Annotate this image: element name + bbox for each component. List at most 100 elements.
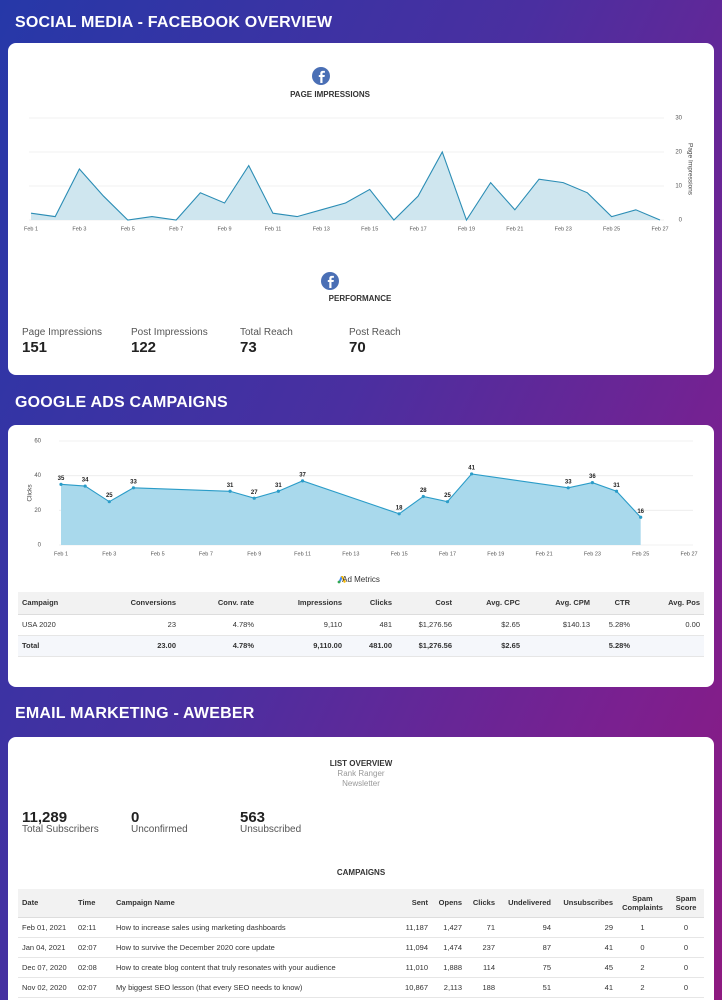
metric-value: 0 (131, 809, 140, 826)
point (276, 489, 280, 493)
y-tick-label: 10 (675, 184, 682, 190)
table-cell: Dec 07, 2020 (18, 957, 74, 978)
table-cell: 29 (555, 917, 617, 938)
data-label: 35 (58, 476, 65, 482)
data-label: 37 (299, 472, 306, 478)
column-header: Opens (432, 889, 466, 918)
point (397, 512, 401, 516)
metric-label: Post Impressions (131, 327, 208, 338)
table-row: Feb 01, 2021 02:11 How to increase sales u… (18, 917, 704, 938)
table-cell: 9,110.00 (258, 635, 346, 657)
point (131, 486, 136, 490)
data-label: 36 (589, 474, 596, 480)
data-label: 28 (420, 488, 427, 494)
x-tick-label: Feb 1 (24, 226, 38, 232)
table-cell: 1,427 (432, 917, 466, 938)
metric-label: Unsubscribed (240, 824, 302, 835)
table-cell: 10,867 (385, 977, 432, 998)
table-cell: 237 (466, 937, 499, 958)
column-header: CTR (594, 592, 634, 615)
table-cell: 0 (668, 917, 704, 938)
table-cell: 75 (499, 957, 555, 978)
x-tick-label: Feb 17 (410, 226, 427, 232)
point (566, 486, 570, 490)
data-label: 31 (613, 483, 620, 489)
x-tick-label: Feb 3 (102, 551, 116, 557)
list-account: Rank Ranger (337, 769, 385, 778)
table-cell: USA 2020 (18, 614, 108, 636)
table-cell: Nov 02, 2020 (18, 977, 74, 998)
column-header: Time (74, 889, 112, 918)
table-cell: $1,276.56 (396, 635, 456, 657)
table-cell: 481 (346, 614, 396, 636)
column-header: Campaign Name (112, 889, 385, 918)
table-cell: 11,094 (385, 937, 432, 958)
table-cell: 02:11 (74, 917, 112, 938)
metric-value: 122 (131, 339, 157, 356)
point (228, 489, 232, 493)
y-tick-label: 20 (34, 508, 41, 514)
x-tick-label: Feb 19 (487, 551, 504, 557)
table-row: USA 2020 23 4.78% 9,110 481 $1,276.56 $2.65 $14… (18, 614, 704, 636)
data-label: 31 (227, 483, 234, 489)
table-title: CAMPAIGNS (336, 868, 386, 877)
table-cell: 41 (555, 977, 617, 998)
x-tick-label: Feb 15 (391, 551, 408, 557)
header-row: Date Time Campaign Name Sent Opens Clicks Unde… (18, 889, 704, 918)
column-header: Conversions (108, 592, 180, 615)
area (61, 473, 641, 545)
area (31, 152, 660, 220)
ads-icon (337, 576, 346, 584)
data-label: 33 (565, 479, 572, 485)
x-tick-label: Feb 5 (121, 226, 135, 232)
table-row: Total 23.00 4.78% 9,110.00 481.00 $1,276.56 $2… (18, 635, 704, 657)
column-header: Avg. CPM (524, 592, 594, 615)
table-cell: 02:08 (74, 957, 112, 978)
table-cell: 2 (617, 977, 668, 998)
data-label: 27 (251, 490, 258, 496)
metric-label: Unconfirmed (131, 824, 188, 835)
table-cell: 02:07 (74, 937, 112, 958)
table-cell: 1,474 (432, 937, 466, 958)
y-axis-label: Page Impressions (686, 143, 693, 196)
point (107, 500, 111, 504)
section-subtitle: PERFORMANCE (329, 294, 392, 303)
list-name: Newsletter (342, 779, 380, 788)
metric-value: 70 (349, 339, 366, 356)
table-title: Ad Metrics (342, 575, 380, 584)
x-tick-label: Feb 25 (603, 226, 620, 232)
x-tick-label: Feb 9 (247, 551, 261, 557)
point (445, 500, 450, 504)
x-tick-label: Feb 11 (294, 551, 311, 557)
x-tick-label: Feb 11 (265, 226, 282, 232)
data-table: Campaign Conversions Conv. rate Impressions… (18, 592, 704, 657)
table-cell: How to survive the December 2020 core up… (112, 937, 385, 958)
table-cell: 9,110 (258, 614, 346, 636)
point (59, 482, 63, 486)
metric-value: 73 (240, 339, 257, 356)
column-header: Clicks (466, 889, 499, 918)
table-cell: My biggest SEO lesson (that every SEO ne… (112, 977, 385, 998)
table-cell: 2 (617, 957, 668, 978)
x-tick-label: Feb 27 (680, 551, 697, 557)
x-tick-label: Feb 1 (54, 551, 68, 557)
line (60, 473, 642, 518)
data-label: 18 (396, 505, 403, 511)
column-header: Spam Score (668, 889, 704, 918)
metric-label: Total Subscribers (22, 824, 99, 835)
column-header: Spam Complaints (617, 889, 668, 918)
table-cell: 5.28% (594, 635, 634, 657)
table-cell: 23.00 (108, 635, 180, 657)
table-cell: 71 (466, 917, 499, 938)
metric-label: Total Reach (240, 327, 293, 338)
data-label: 25 (444, 493, 451, 499)
table-row: Nov 02, 2020 02:07 My biggest SEO lesson (… (18, 977, 704, 998)
column-header: Cost (396, 592, 456, 615)
metric-value: 563 (240, 809, 266, 826)
table-cell: 02:07 (74, 977, 112, 998)
table-cell: 87 (499, 937, 555, 958)
x-tick-label: Feb 7 (199, 551, 213, 557)
point (470, 472, 474, 476)
x-tick-label: Feb 23 (584, 551, 601, 557)
